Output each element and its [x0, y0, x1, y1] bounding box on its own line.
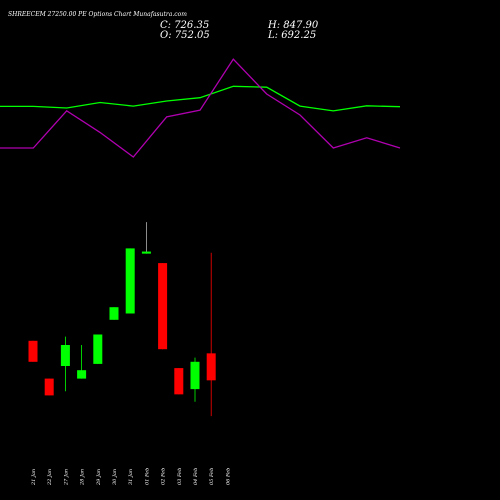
x-axis-labels: 21 Jan 22 Jan 27 Jan 28 Jan 29 Jan 30 Jan 31 J… [31, 468, 231, 486]
chart-title: SHREECEM 27250.00 PE Options Chart Munaf… [8, 11, 187, 18]
x-tick-label: 02 Feb [161, 468, 167, 485]
candles [28, 222, 216, 417]
candle-body [174, 368, 184, 395]
indicator-lines [0, 58, 401, 158]
x-tick-label: 03 Feb [177, 468, 183, 485]
candle-21-jan [28, 340, 38, 362]
x-tick-label: 06 Feb [225, 468, 231, 485]
candle-01-feb [141, 222, 151, 254]
candle-28-jan [77, 345, 87, 379]
candle-body [77, 370, 87, 379]
x-tick-label: 29 Jan [96, 469, 102, 486]
indicator-line-2 [0, 58, 401, 158]
candle-body [60, 345, 70, 366]
candle-body [141, 251, 151, 254]
candle-body [206, 353, 216, 381]
candle-body [93, 334, 103, 364]
candle-04-feb [190, 357, 200, 402]
low-value: L: 692.25 [267, 30, 316, 41]
x-tick-label: 21 Jan [31, 469, 37, 486]
candle-02-feb [158, 263, 168, 350]
candle-03-feb [174, 368, 184, 395]
x-tick-label: 05 Feb [209, 468, 215, 485]
candle-31-jan [125, 248, 135, 314]
open-value: O: 752.05 [160, 30, 210, 41]
candle-27-jan [60, 336, 70, 392]
close-value: C: 726.35 [160, 20, 209, 31]
indicator-line-1 [0, 85, 401, 112]
x-tick-label: 28 Jan [80, 469, 86, 486]
candle-30-jan [109, 307, 119, 320]
x-tick-label: 22 Jan [47, 469, 53, 486]
candle-body [28, 340, 38, 362]
candle-body [109, 307, 119, 320]
candle-body [44, 378, 54, 396]
high-value: H: 847.90 [267, 20, 319, 31]
candle-body [125, 248, 135, 314]
candle-29-jan [93, 334, 103, 364]
x-tick-label: 01 Feb [144, 468, 150, 485]
x-tick-label: 27 Jan [63, 469, 69, 486]
x-tick-label: 30 Jan [112, 469, 118, 485]
x-tick-label: 31 Jan [128, 469, 134, 485]
x-tick-label: 04 Feb [193, 468, 199, 485]
candle-body [158, 263, 168, 350]
candle-05-feb [206, 252, 216, 417]
candle-22-jan [44, 378, 54, 396]
candle-body [190, 361, 200, 390]
